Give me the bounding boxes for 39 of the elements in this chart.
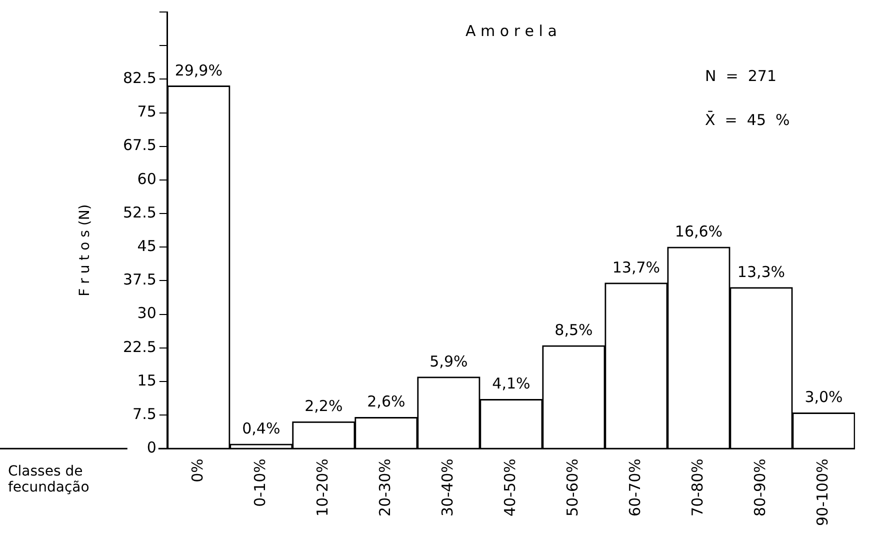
y-tick-label: 67.5 <box>122 136 156 154</box>
y-tick-label: 15 <box>137 371 156 390</box>
y-tick-label: 7.5 <box>132 404 156 423</box>
x-tick-label: 90-100% <box>814 458 832 526</box>
text: A m o r e l a <box>465 22 557 40</box>
y-tick-label: 82.5 <box>122 69 156 88</box>
x-tick-label: 50-60% <box>564 458 582 516</box>
x-tick-label: 40-50% <box>501 458 520 516</box>
y-axis-title: F r u t o s (N) <box>77 204 94 296</box>
y-tick-label: 0 <box>146 438 156 457</box>
y-tick-label: 22.5 <box>122 338 156 356</box>
annotation: 13,7% <box>612 258 660 276</box>
y-tick-label: 60 <box>137 170 156 188</box>
x-tick-label: 70-80% <box>688 458 707 516</box>
annotation: 2,2% <box>304 397 343 416</box>
x-tick-label: 20-30% <box>376 458 394 516</box>
y-tick-label: 37.5 <box>122 270 156 289</box>
annotation: 13,3% <box>737 262 786 281</box>
x-tick-label: 60-70% <box>626 458 644 516</box>
annotation: 5,9% <box>430 352 468 370</box>
x-tick-label: 80-90% <box>751 458 770 516</box>
annotation: X̄ = 45 % <box>705 110 790 129</box>
annotation: 16,6% <box>674 222 723 240</box>
annotation: 0,4% <box>242 420 280 438</box>
annotation: 8,5% <box>554 321 593 340</box>
y-tick-label: 52.5 <box>122 203 156 222</box>
annotation: 3,0% <box>804 388 843 406</box>
annotation: 2,6% <box>367 392 406 411</box>
annotation: 29,9% <box>174 61 222 80</box>
annotation: N = 271 <box>705 66 776 85</box>
y-tick-label: 75 <box>137 102 156 121</box>
x-axis-title: Classes de fecundação <box>8 463 90 496</box>
annotation: 4,1% <box>492 374 530 393</box>
x-tick-label: 0-10% <box>251 458 270 507</box>
x-tick-label: 10-20% <box>314 458 332 516</box>
y-tick-label: 45 <box>137 236 156 255</box>
y-tick-label: 30 <box>137 304 156 322</box>
x-tick-label: 0% <box>188 458 207 482</box>
x-tick-label: 30-40% <box>438 458 457 516</box>
